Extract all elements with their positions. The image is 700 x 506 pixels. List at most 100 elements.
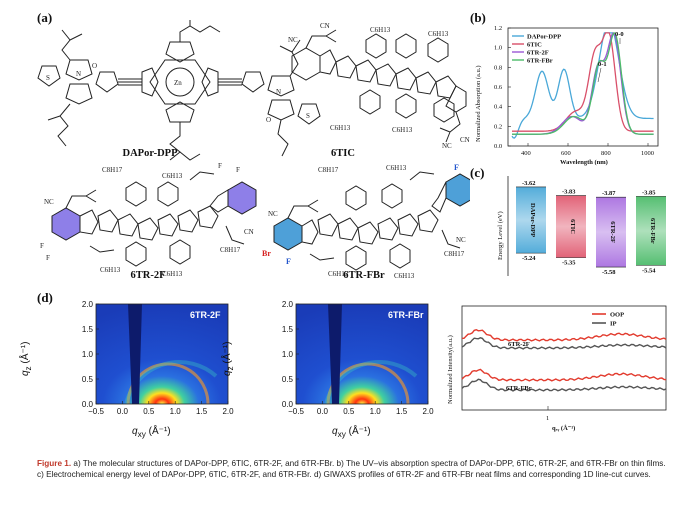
linecut-ip-6tr-fbr: [461, 378, 667, 392]
energy-bar: [636, 196, 666, 266]
uv-vis-chart: 0.0 0.2 0.4 0.6 0.8 1.0 1.2 400 600 800 1000 Norm…: [475, 25, 659, 166]
qxy-sub: xy: [137, 429, 146, 439]
nc-label: NC: [44, 198, 54, 206]
f-atom: F: [40, 242, 44, 250]
6tic-structure: [291, 29, 467, 143]
giwaxs-xlabel-1: qxy (Å⁻¹): [132, 426, 171, 439]
s-atom: S: [306, 112, 310, 120]
qz-symbol: q: [222, 370, 233, 376]
uv-legend-label: DAPor-DPP: [527, 34, 561, 41]
c6h13-label: C6H13: [394, 272, 415, 280]
panel-label-b: (b): [470, 10, 486, 25]
qz-sub: z: [23, 366, 33, 371]
uv-ytick-label: 0.2: [494, 123, 502, 130]
lumo-value: -3.83: [562, 189, 576, 196]
giwaxs-ytick-label: 0.0: [82, 400, 94, 409]
energy-bar: [516, 186, 546, 254]
cn-label: CN: [320, 22, 330, 30]
zn-atom: Zn: [174, 79, 182, 87]
giwaxs-ytick-label: 1.5: [282, 325, 294, 334]
giwaxs-xtick-label: 1.0: [170, 407, 182, 416]
uv-peak-01-pointer: [597, 67, 602, 83]
uv-ytick-label: 0.8: [494, 64, 502, 71]
molecule-name-dapor-dpp: DAPor-DPP: [122, 148, 178, 159]
homo-value: -5.54: [642, 267, 656, 274]
uv-legend-label: 6TIC: [527, 42, 542, 49]
giwaxs-ylabel-2: qz (Å⁻¹): [222, 342, 235, 376]
c8h17-label: C8H17: [444, 250, 465, 258]
qz-unit: (Å⁻¹): [222, 341, 233, 367]
molecule-name-6tr-2f: 6TR-2F: [130, 270, 166, 281]
qxy-sub: xy: [337, 429, 346, 439]
giwaxs-ytick-label: 2.0: [82, 300, 94, 309]
giwaxs-ytick-label: 0.5: [282, 375, 294, 384]
energy-ylabel: Energy Level (eV): [497, 211, 504, 260]
giwaxs-images: 6TR-2F −0.5 0.0 0.5 1.0 1.5 2.00.00.51.01.52.…: [82, 300, 434, 416]
f-atom: F: [236, 166, 240, 174]
f-atom-blue: F: [286, 257, 291, 266]
giwaxs-ytick-label: 1.0: [82, 350, 94, 359]
linecut-legend-label: OOP: [610, 312, 624, 319]
c8h17-label: C8H17: [318, 166, 339, 174]
giwaxs-tag-1: 6TR-2F: [190, 310, 221, 320]
linecut-frame: [461, 305, 667, 411]
giwaxs-ytick-label: 1.5: [82, 325, 94, 334]
lumo-value: -3.87: [602, 190, 616, 197]
uv-peak-01: 0-1: [598, 61, 607, 68]
linecut-xtick: 1: [546, 415, 549, 422]
giwaxs-tag-2: 6TR-FBr: [388, 310, 424, 320]
uv-xtick-label: 800: [601, 150, 611, 157]
giwaxs-xtick-label: −0.5: [88, 407, 104, 416]
uv-ylabel: Normalized Absorption (a.u.): [475, 65, 482, 142]
panel-label-a: (a): [37, 10, 53, 25]
qxy-unit: (Å⁻¹): [145, 426, 171, 437]
giwaxs-map-6tr-fbr: 6TR-FBr: [295, 303, 429, 405]
giwaxs-xtick-label: 2.0: [222, 407, 234, 416]
qz-unit: (Å⁻¹): [20, 341, 31, 367]
c8h17-label: C8H17: [220, 246, 241, 254]
qz-sub: z: [225, 366, 235, 371]
qxy-symbol: q: [332, 426, 338, 437]
linecut-oop-6tr-fbr: [461, 368, 667, 382]
homo-value: -5.58: [602, 269, 616, 276]
giwaxs-xtick-label: 1.5: [196, 407, 208, 416]
linecut-ip-6tr-2f: [461, 337, 667, 350]
linecut-chart: Normalized Intensity(a.u.) qₓᵧ (Å⁻¹) 1 6…: [447, 305, 667, 432]
uv-xtick-label: 400: [521, 150, 531, 157]
homo-value: -5.35: [562, 260, 576, 267]
cn-label: CN: [244, 228, 254, 236]
energy-bar-label: DAPor-DPP: [529, 203, 536, 237]
qz-symbol: q: [20, 370, 31, 376]
giwaxs-xtick-label: −0.5: [288, 407, 304, 416]
c8h17-label: C8H17: [102, 166, 123, 174]
c6h13-label: C6H13: [370, 26, 391, 34]
uv-ytick-label: 0.6: [494, 84, 503, 91]
f-atom-blue: F: [454, 163, 459, 172]
energy-bar-label: 6TR-FBr: [649, 218, 656, 244]
molecular-structures-figure: Zn N N O O S S CN NC NC CN C6H13 C6H13 C…: [37, 20, 470, 280]
uv-plot-frame: [507, 27, 659, 147]
f-atom: F: [218, 162, 222, 170]
homo-value: -5.24: [522, 255, 536, 262]
c6h13-label: C6H13: [392, 126, 413, 134]
energy-bar-label: 6TR-2F: [609, 221, 616, 243]
br-atom: Br: [262, 249, 271, 258]
energy-bar-label: 6TIC: [569, 219, 576, 234]
c6h13-label: C6H13: [428, 30, 449, 38]
panel-label-c: (c): [470, 165, 485, 180]
c6h13-label: C6H13: [100, 266, 121, 274]
c6h13-label: C6H13: [330, 124, 351, 132]
caption-text: a) The molecular structures of DAPor-DPP…: [37, 459, 666, 479]
figure-caption: Figure 1. a) The molecular structures of…: [37, 458, 667, 480]
nc-label: NC: [288, 36, 298, 44]
uv-ytick-label: 0.4: [494, 104, 503, 111]
giwaxs-xtick-label: 1.0: [370, 407, 382, 416]
energy-bar: [556, 195, 586, 258]
giwaxs-ytick-label: 2.0: [282, 300, 294, 309]
giwaxs-ytick-label: 0.0: [282, 400, 294, 409]
uv-xtick-label: 600: [561, 150, 571, 157]
energy-bar: [596, 197, 626, 268]
lumo-value: -3.62: [522, 180, 536, 187]
linecut-legend-label: IP: [610, 321, 617, 328]
trace-label-6tr-fbr: 6TR-FBr: [506, 385, 532, 392]
